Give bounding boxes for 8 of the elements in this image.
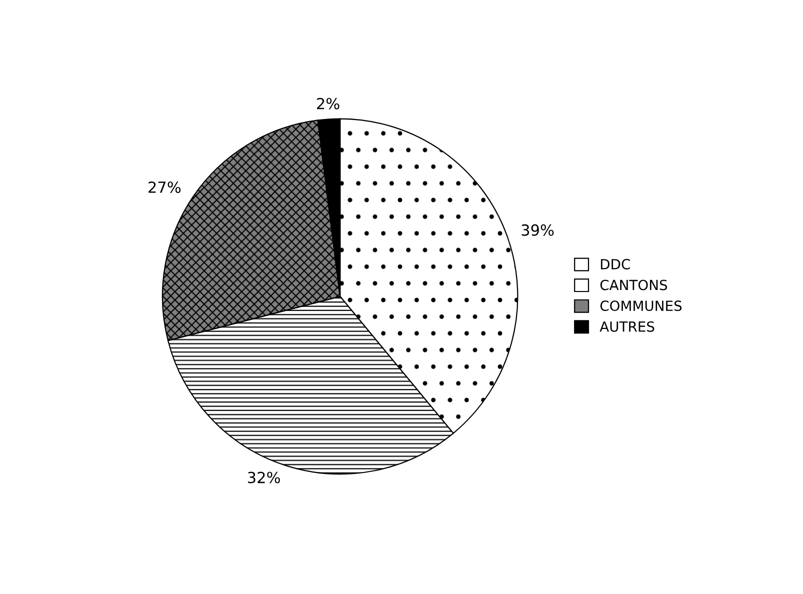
- legend-label: DDC: [600, 258, 630, 270]
- legend-label: COMMUNES: [600, 300, 682, 312]
- data-label: 39%: [522, 224, 554, 236]
- data-label: 27%: [148, 181, 181, 194]
- legend-label: AUTRES: [600, 321, 654, 332]
- data-label: 32%: [248, 472, 280, 484]
- data-label: 2%: [317, 98, 340, 110]
- legend-label: CANTONS: [600, 280, 668, 290]
